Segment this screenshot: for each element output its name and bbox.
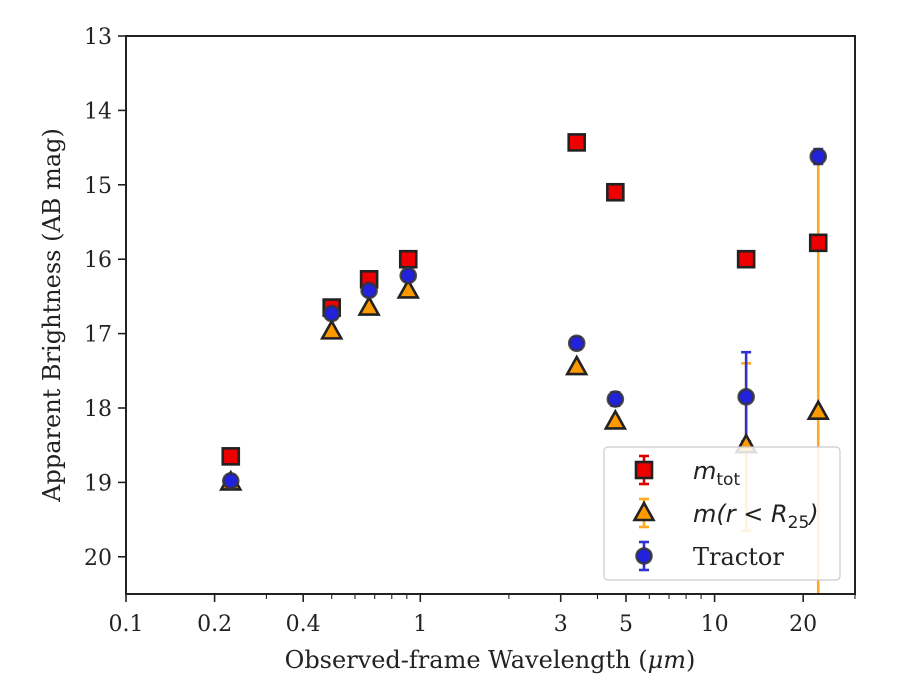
y-tick-label: 19 — [84, 471, 112, 496]
x-tick-label: 0.1 — [109, 612, 144, 637]
legend-m-tot-label: mtot — [693, 457, 740, 490]
plot-frame — [125, 35, 856, 595]
tractor-point — [606, 390, 625, 408]
tractor-point — [809, 147, 828, 166]
x-tick-label: 5 — [619, 612, 633, 637]
tractor-point — [221, 472, 240, 490]
legend-m-r-r-25-label: m(r < R25) — [693, 500, 819, 533]
x-axis-label-suffix: ) — [686, 646, 695, 674]
m-r-r-25-point — [564, 354, 589, 376]
x-axis-label: Observed-frame Wavelength (μm) — [285, 646, 696, 674]
legend-m-r-r-25-marker — [632, 500, 656, 522]
x-tick-label: 10 — [701, 612, 729, 637]
y-tick-label: 15 — [84, 174, 112, 199]
m-r-r-25-point — [806, 399, 830, 421]
x-tick-label: 3 — [554, 612, 568, 637]
legend-tractor-label: Tractor — [693, 543, 784, 571]
y-tick-label: 18 — [84, 397, 112, 422]
m-tot-point — [736, 249, 756, 269]
m-r-r-25-point — [603, 408, 628, 430]
tractor-point — [360, 281, 378, 300]
tick-marks — [118, 35, 856, 602]
x-tick-label: 0.4 — [286, 612, 321, 637]
x-tick-label: 1 — [413, 612, 427, 637]
y-tick-label: 17 — [84, 323, 112, 348]
x-tick-label: 0.2 — [197, 612, 232, 637]
tractor-point — [399, 266, 418, 285]
m-tot-point — [221, 447, 241, 466]
tractor-point — [322, 304, 341, 323]
m-r-r-25-point — [396, 277, 420, 299]
legend: mtot m(r < R25) Tractor — [603, 446, 841, 581]
tractor-point — [567, 334, 586, 353]
legend-box — [603, 446, 841, 581]
y-tick-label: 20 — [84, 546, 112, 571]
x-tick-label: 20 — [789, 612, 817, 637]
tractor-point — [737, 388, 755, 406]
y-tick-label: 13 — [84, 25, 112, 50]
x-axis-label-prefix: Observed-frame Wavelength ( — [285, 646, 648, 674]
legend-tractor-marker — [635, 547, 653, 565]
data-points — [219, 133, 830, 491]
x-axis-label-unit: μm — [648, 646, 686, 674]
legend-m-tot-marker — [634, 460, 654, 480]
m-r-r-25-point — [319, 318, 344, 340]
m-tot-point — [808, 233, 828, 253]
m-r-r-25-point — [357, 294, 381, 316]
m-tot-point — [606, 182, 625, 202]
m-tot-point — [567, 133, 587, 152]
m-tot-point — [398, 249, 418, 269]
y-tick-label: 16 — [84, 248, 112, 273]
y-axis-label: Apparent Brightness (AB mag) — [38, 128, 66, 503]
y-tick-label: 14 — [84, 99, 112, 124]
